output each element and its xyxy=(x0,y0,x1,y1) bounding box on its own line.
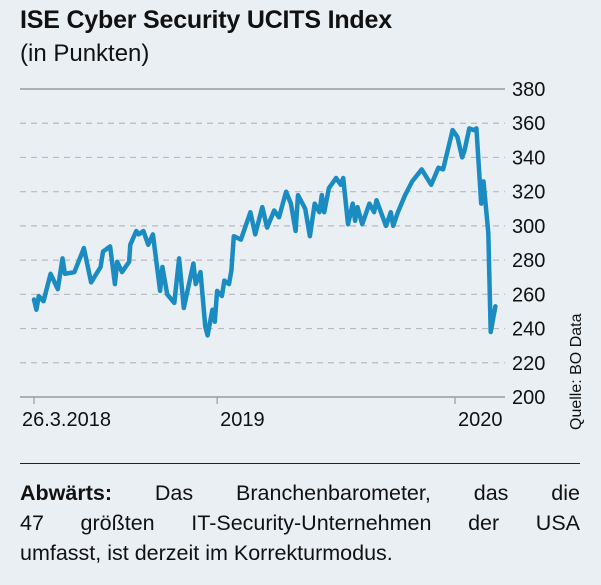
y-tick-label: 380 xyxy=(512,79,545,101)
y-tick-label: 320 xyxy=(512,182,545,204)
y-tick-label: 340 xyxy=(512,147,545,169)
index-series-line xyxy=(31,126,498,338)
caption-line-1: Abwärts: Das Branchenbarometer, das die xyxy=(20,478,580,508)
y-tick-label: 220 xyxy=(512,353,545,375)
y-tick-label: 240 xyxy=(512,319,545,341)
x-tick-label: 2020 xyxy=(458,409,503,431)
caption-text-1: Das Branchenbarometer, das die xyxy=(154,481,580,505)
line-chart: 200 220 240 260 280 300 320 340 360 380 26.3.2018 2… xyxy=(20,79,545,431)
caption-line-3: umfasst, ist derzeit im Korrekturmodus. xyxy=(20,541,393,565)
caption-label: Abwärts: xyxy=(20,481,112,505)
x-tick-label: 26.3.2018 xyxy=(22,409,111,431)
y-tick-label: 260 xyxy=(512,284,545,306)
y-tick-label: 280 xyxy=(512,250,545,272)
caption: Abwärts: Das Branchenbarometer, das die … xyxy=(20,478,580,568)
x-tick-label: 2019 xyxy=(220,409,265,431)
source-note: Quelle: BO Data xyxy=(568,313,585,431)
chart-title: ISE Cyber Security UCITS Index xyxy=(20,6,392,34)
y-tick-label: 360 xyxy=(512,113,545,135)
separator xyxy=(20,463,580,464)
chart-subtitle: (in Punkten) xyxy=(20,40,150,67)
y-tick-label: 200 xyxy=(512,387,545,409)
caption-line-2: 47 größten IT-Security-Unternehmen der U… xyxy=(20,511,580,535)
y-tick-label: 300 xyxy=(512,216,545,238)
